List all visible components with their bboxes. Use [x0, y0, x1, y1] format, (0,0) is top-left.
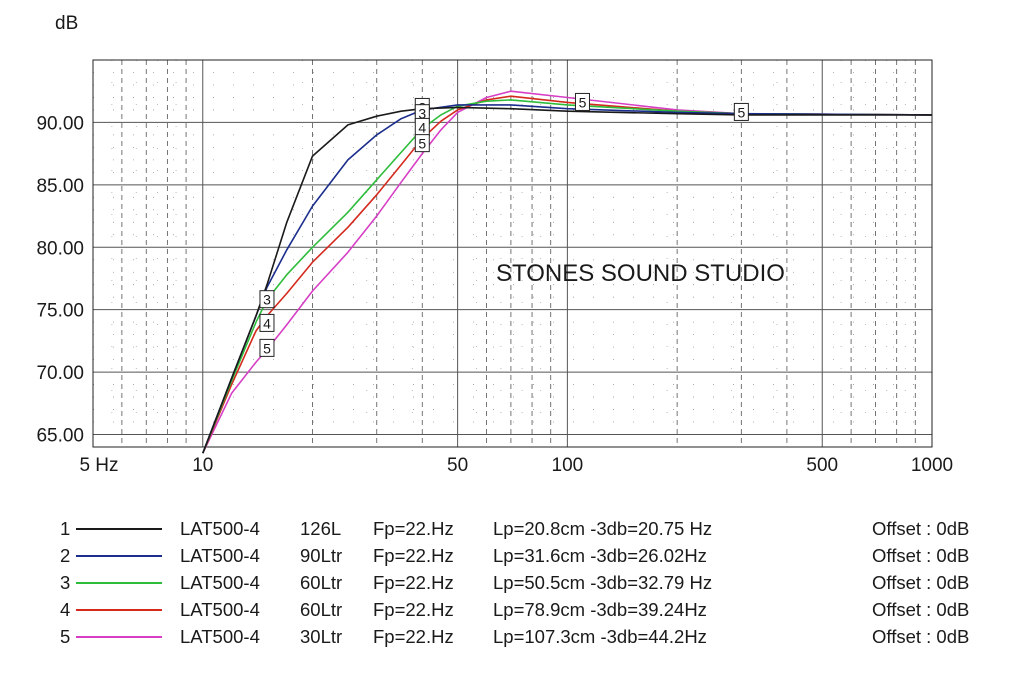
legend-swatch — [76, 609, 162, 611]
legend-volume: 90Ltr — [300, 545, 343, 566]
legend-row: 4 LAT500-4 60Ltr Fp=22.Hz Lp=78.9cm -3db… — [0, 596, 1024, 623]
legend-number: 3 — [60, 572, 71, 593]
legend-driver: LAT500-4 — [180, 545, 260, 566]
legend-row: 5 LAT500-4 30Ltr Fp=22.Hz Lp=107.3cm -3d… — [0, 623, 1024, 650]
legend-row: 2 LAT500-4 90Ltr Fp=22.Hz Lp=31.6cm -3db… — [0, 542, 1024, 569]
legend-fp: Fp=22.Hz — [373, 572, 454, 593]
legend-port-info: Lp=78.9cm -3db=39.24Hz — [493, 599, 707, 620]
legend-number: 5 — [60, 626, 71, 647]
legend-number: 4 — [60, 599, 71, 620]
legend-fp: Fp=22.Hz — [373, 599, 454, 620]
legend-port-info: Lp=20.8cm -3db=20.75 Hz — [493, 518, 713, 539]
legend-fp: Fp=22.Hz — [373, 545, 454, 566]
watermark-annotation: STONES SOUND STUDIO — [496, 260, 785, 287]
y-tick-label: 80.00 — [36, 238, 84, 259]
frequency-response-chart: dB 65.00 70.00 75.00 80.00 85.00 90.00 5 Hz 10… — [36, 13, 953, 476]
legend-port-info: Lp=50.5cm -3db=32.79 Hz — [493, 572, 713, 593]
curve-marker-5: 5 — [574, 92, 590, 111]
curve-marker-box — [259, 313, 275, 332]
legend-volume: 60Ltr — [300, 599, 343, 620]
plot-frame — [92, 59, 933, 448]
legend-swatch — [76, 528, 162, 530]
legend-port-info: Lp=107.3cm -3db=44.2Hz — [493, 626, 707, 647]
legend-number: 2 — [60, 545, 71, 566]
x-tick-label: 500 — [806, 455, 838, 476]
curve-marker-4: 4 — [414, 117, 430, 136]
curve-marker-label: 5 — [418, 136, 426, 152]
curve-marker-box — [259, 290, 275, 309]
legend-fp: Fp=22.Hz — [373, 518, 454, 539]
curve-marker-label: 4 — [418, 119, 426, 135]
legend-volume: 126L — [300, 518, 342, 539]
legend-number: 1 — [60, 518, 71, 539]
curve-marker-box — [574, 92, 590, 111]
x-axis-ticks: 5 Hz 10 50 100 500 1000 — [79, 455, 953, 476]
curve-marker-label: 5 — [579, 94, 587, 110]
legend-port-info: Lp=31.6cm -3db=26.02Hz — [493, 545, 707, 566]
curve-markers: 233445555 — [259, 92, 749, 357]
legend-driver: LAT500-4 — [180, 599, 260, 620]
y-axis-ticks: 65.00 70.00 75.00 80.00 85.00 90.00 — [36, 113, 84, 446]
curve-marker-3: 3 — [259, 290, 275, 309]
y-axis-title: dB — [55, 13, 78, 34]
x-tick-label: 1000 — [911, 455, 953, 476]
curve-marker-label: 5 — [263, 340, 271, 356]
legend-row: 3 LAT500-4 60Ltr Fp=22.Hz Lp=50.5cm -3db… — [0, 569, 1024, 596]
curve-marker-box — [414, 134, 430, 153]
y-tick-label: 70.00 — [36, 363, 84, 384]
x-tick-label: 5 Hz — [79, 455, 118, 476]
legend-offset: Offset : 0dB — [872, 572, 970, 593]
x-tick-label: 50 — [447, 455, 468, 476]
curve-marker-label: 3 — [263, 292, 271, 308]
y-tick-label: 90.00 — [36, 113, 84, 134]
curve-marker-5: 5 — [733, 102, 749, 121]
legend-offset: Offset : 0dB — [872, 518, 970, 539]
y-tick-label: 75.00 — [36, 301, 84, 322]
grid — [93, 60, 932, 448]
legend-volume: 60Ltr — [300, 572, 343, 593]
curve-marker-label: 3 — [418, 106, 426, 122]
x-tick-label: 100 — [552, 455, 584, 476]
legend-swatch — [76, 636, 162, 638]
legend-offset: Offset : 0dB — [872, 599, 970, 620]
legend-driver: LAT500-4 — [180, 518, 260, 539]
legend-fp: Fp=22.Hz — [373, 626, 454, 647]
curve-marker-label: 5 — [737, 104, 745, 120]
legend-volume: 30Ltr — [300, 626, 343, 647]
curve-marker-4: 4 — [259, 313, 275, 332]
curve-marker-box — [259, 338, 275, 357]
curve-marker-5: 5 — [414, 134, 430, 153]
legend-row: 1 LAT500-4 126L Fp=22.Hz Lp=20.8cm -3db=… — [0, 515, 1024, 542]
curve-marker-label: 4 — [263, 315, 271, 331]
y-tick-label: 65.00 — [36, 426, 84, 447]
legend-swatch — [76, 555, 162, 557]
legend-driver: LAT500-4 — [180, 572, 260, 593]
legend-offset: Offset : 0dB — [872, 626, 970, 647]
y-tick-label: 85.00 — [36, 176, 84, 197]
x-tick-label: 10 — [192, 455, 213, 476]
curve-marker-box — [733, 102, 749, 121]
legend-swatch — [76, 582, 162, 584]
curve-marker-5: 5 — [259, 338, 275, 357]
legend-offset: Offset : 0dB — [872, 545, 970, 566]
legend-driver: LAT500-4 — [180, 626, 260, 647]
